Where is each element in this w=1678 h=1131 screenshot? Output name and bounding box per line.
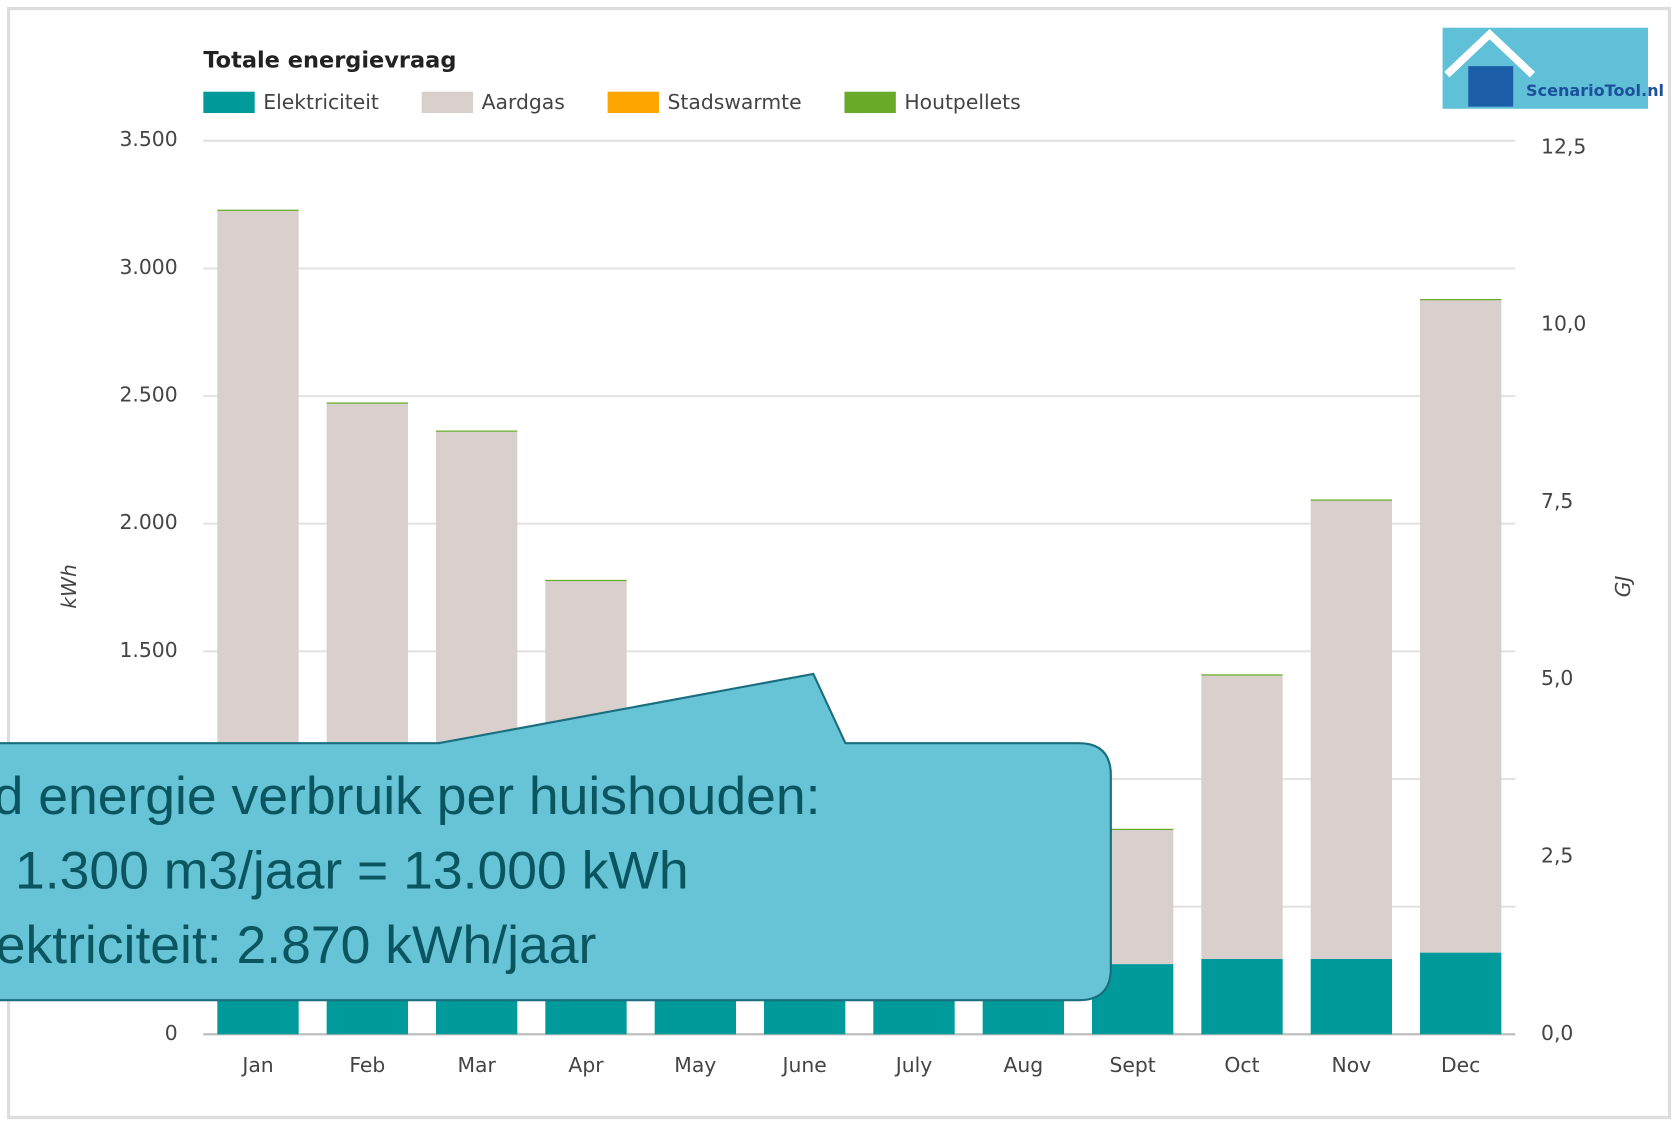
legend-swatch [607, 91, 659, 114]
bar-segment [1201, 674, 1283, 676]
bar-segment [435, 430, 518, 432]
bar-segment [1201, 675, 1283, 959]
logo-calc [1468, 66, 1514, 107]
bar-segment [545, 579, 627, 582]
y-tick-label: 3.000 [119, 255, 177, 279]
legend-label: Aardgas [482, 90, 565, 114]
y2-axis-label: GJ [1611, 576, 1635, 598]
callout-box [0, 672, 1112, 1002]
x-tick-label: Feb [349, 1053, 385, 1077]
y-tick-label: 1.500 [119, 638, 177, 662]
x-tick-label: May [674, 1053, 716, 1077]
legend-swatch [421, 91, 474, 114]
x-tick-label: Oct [1224, 1053, 1259, 1077]
x-tick-label: Dec [1441, 1053, 1480, 1077]
legend-label: Houtpellets [904, 90, 1020, 114]
bar-segment [1201, 958, 1283, 1035]
y2-tick-label: 5,0 [1541, 666, 1573, 690]
y-tick-label: 3.500 [119, 127, 177, 151]
callout-line: d energie verbruik per huishouden: [0, 767, 820, 826]
y2-tick-label: 2,5 [1541, 844, 1573, 868]
y2-tick-label: 7,5 [1541, 489, 1573, 513]
x-tick-label: Jan [240, 1053, 273, 1077]
y2-tick-label: 12,5 [1541, 134, 1586, 158]
chart-title: Totale energievraag [203, 47, 456, 73]
y-tick-label: 2.000 [119, 510, 177, 534]
frame [6, 6, 1672, 1120]
y-tick-label: 2.500 [119, 383, 177, 407]
x-tick-label: Mar [457, 1053, 496, 1077]
x-tick-label: June [781, 1053, 827, 1077]
x-tick-label: Aug [1003, 1053, 1043, 1077]
bar-segment [1420, 299, 1502, 301]
legend-label: Elektriciteit [263, 90, 379, 114]
callout-line: 1.300 m3/jaar = 13.000 kWh [15, 842, 689, 901]
x-tick-label: Nov [1332, 1053, 1372, 1077]
logo-roof [1444, 28, 1536, 78]
legend-label: Stadswarmte [668, 90, 802, 114]
bar-segment [1420, 300, 1502, 953]
bar-segment [217, 209, 299, 211]
y-tick-label: 0 [165, 1021, 178, 1045]
bar-segment [1310, 500, 1393, 959]
logo: ScenarioTool.nl [1442, 27, 1664, 109]
bar-segment [1310, 958, 1393, 1035]
legend-swatch [844, 91, 896, 114]
logo-text: ScenarioTool.nl [1526, 81, 1664, 100]
legend-swatch [203, 91, 255, 114]
bar-segment [1420, 952, 1502, 1035]
y-axis-label: kWh [57, 564, 81, 609]
x-tick-label: July [894, 1053, 933, 1077]
y2-tick-label: 0,0 [1541, 1021, 1573, 1045]
bar-segment [1092, 828, 1174, 831]
callout: d energie verbruik per huishouden: 1.300… [0, 672, 1112, 1002]
callout-line: ektriciteit: 2.870 kWh/jaar [0, 916, 596, 975]
bar-segment [1310, 499, 1393, 501]
y2-tick-label: 10,0 [1541, 312, 1586, 336]
x-tick-label: Sept [1110, 1053, 1156, 1077]
bar-segment [326, 402, 408, 404]
x-tick-label: Apr [568, 1053, 604, 1077]
